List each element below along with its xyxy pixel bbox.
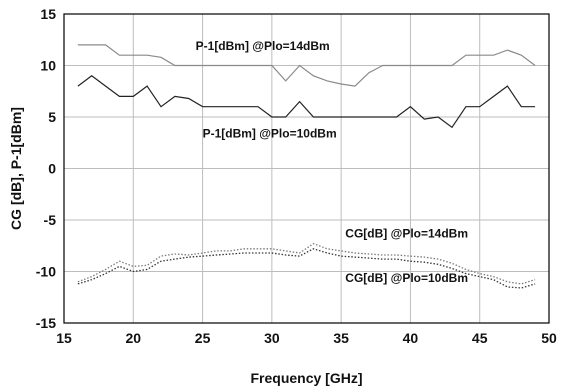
y-tick-label: -10 xyxy=(36,264,56,280)
x-tick-label: 25 xyxy=(195,330,211,346)
y-tick-label: 5 xyxy=(48,109,56,125)
y-axis-label: CG [dB], P-1[dBm] xyxy=(8,107,24,230)
x-tick-label: 50 xyxy=(541,330,557,346)
x-tick-label: 30 xyxy=(264,330,280,346)
y-tick-label: -5 xyxy=(44,212,57,228)
series-line-1 xyxy=(77,44,536,87)
series-layer xyxy=(77,44,536,289)
y-tick-label: -15 xyxy=(36,315,56,331)
y-tick-label: 15 xyxy=(40,6,56,22)
series-line-3 xyxy=(77,242,536,285)
plot-frame xyxy=(63,13,550,324)
x-tick-label: 15 xyxy=(56,330,72,346)
series-annotation-2: P-1[dBm] @Plo=10dBm xyxy=(203,127,337,141)
series-annotation-1: P-1[dBm] @Plo=14dBm xyxy=(196,39,330,53)
x-tick-label: 45 xyxy=(472,330,488,346)
series-annotation-4: CG[dB] @Plo=10dBm xyxy=(345,271,468,285)
grid xyxy=(63,13,550,324)
x-tick-label: 40 xyxy=(403,330,419,346)
x-tick-label: 35 xyxy=(333,330,349,346)
series-line-4 xyxy=(77,248,536,289)
series-line-2 xyxy=(77,75,536,129)
series-annotation-3: CG[dB] @Plo=14dBm xyxy=(345,227,468,241)
x-axis-label: Frequency [GHz] xyxy=(250,370,362,386)
y-tick-label: 0 xyxy=(48,161,56,177)
annotations: P-1[dBm] @Plo=14dBm P-1[dBm] @Plo=10dBm CG… xyxy=(196,39,468,285)
x-tick-label: 20 xyxy=(125,330,141,346)
y-tick-label: 10 xyxy=(40,58,56,74)
